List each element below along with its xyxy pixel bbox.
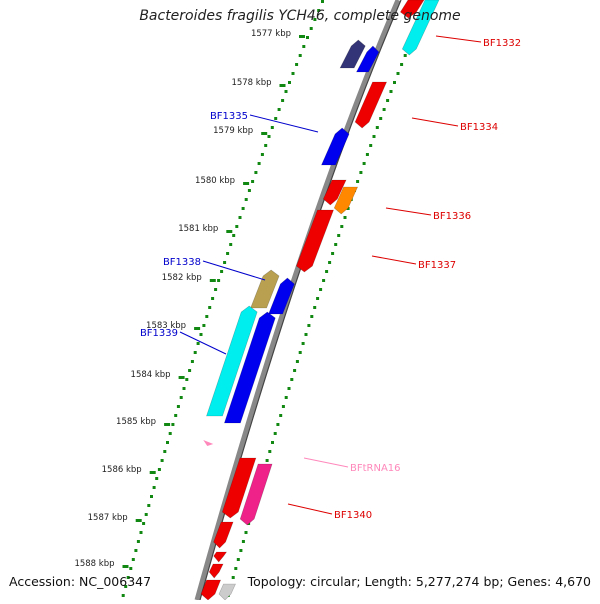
gene-feature-bf1336 — [333, 186, 359, 215]
ruler-tick-mark — [243, 182, 250, 185]
gene-feature-bf1340a — [221, 457, 257, 519]
ruler-tick-mark — [209, 279, 216, 282]
gene-feature-blue-1577 — [356, 45, 380, 73]
ruler-tick-label: 1587 kbp — [88, 513, 128, 523]
ruler-tick-mark — [135, 519, 142, 522]
gene-feature-small-red-3 — [208, 563, 224, 579]
gene-feature-small-red-1 — [213, 521, 234, 549]
ruler-tick-label: 1586 kbp — [102, 465, 142, 475]
gene-feature-purple — [339, 39, 366, 69]
gene-label-leader — [371, 255, 417, 265]
gene-feature-bottom-grey — [218, 583, 236, 601]
gene-label-leader — [179, 331, 227, 355]
gene-feature-bf1332 — [401, 0, 440, 56]
ruler-tick-mark — [299, 35, 305, 38]
ruler-tick-label: 1585 kbp — [116, 417, 156, 427]
gene-label-leader — [385, 207, 432, 216]
gene-labels: BF1332 BF1334 BF1335 BF1336 BF1337 BF1338 BF13… — [140, 35, 521, 521]
ruler-tick-mark — [279, 84, 286, 87]
ruler-tick-label: 1578 kbp — [231, 78, 271, 88]
gene-label-leader — [287, 503, 333, 515]
map-title: Bacteroides fragilis YCH46, complete gen… — [139, 8, 461, 24]
gene-feature-bf1334 — [354, 81, 388, 129]
gene-label-leader — [249, 114, 319, 133]
ruler-tick-mark — [261, 132, 268, 135]
gene-feature-bf1335 — [321, 127, 350, 166]
gene-feature-bf1338 — [268, 277, 295, 315]
ruler-tick-mark — [164, 423, 171, 426]
gene-label-leader — [303, 457, 349, 468]
gene-feature-bf1339-cyan — [206, 305, 258, 417]
genome-summary-text: Topology: circular; Length: 5,277,274 bp… — [247, 574, 591, 589]
ruler-tick-mark — [178, 376, 185, 379]
gene-label[interactable]: BF1339 — [140, 328, 178, 339]
gene-label[interactable]: BF1338 — [163, 257, 201, 268]
ruler-tick-mark — [194, 327, 201, 330]
ruler-tick-label: 1577 kbp — [251, 29, 291, 39]
accession-text: Accession: NC_006347 — [9, 574, 152, 589]
ruler-tick-label: 1580 kbp — [195, 176, 235, 186]
ruler-tick-label: 1581 kbp — [178, 224, 218, 234]
gene-feature-bf1337 — [296, 209, 334, 273]
gene-feature-top-red — [399, 0, 425, 19]
gene-feature-bf1336a — [322, 179, 347, 206]
gene-feature-bf1340 — [239, 463, 273, 526]
ruler-tick-label: 1588 kbp — [74, 559, 114, 569]
gene-label[interactable]: BF1334 — [460, 122, 498, 133]
gene-label[interactable]: BF1336 — [433, 211, 471, 222]
gene-label[interactable]: BF1337 — [418, 260, 456, 271]
gene-label-leader — [435, 35, 482, 43]
outer-dotted-track — [121, 0, 324, 597]
gene-feature-bottom-red — [200, 579, 222, 601]
gene-label[interactable]: BFtRNA16 — [350, 463, 401, 474]
gene-label[interactable]: BF1340 — [334, 510, 372, 521]
gene-features — [200, 0, 440, 601]
gene-feature-bftrna16 — [203, 440, 214, 446]
ruler-tick-label: 1583 kbp — [146, 321, 186, 331]
gene-label-leader — [411, 117, 459, 127]
gene-label-leader — [202, 260, 266, 281]
ruler-tick-label: 1582 kbp — [162, 273, 202, 283]
gene-feature-bf1339 — [223, 311, 276, 424]
gene-label[interactable]: BF1335 — [210, 111, 248, 122]
ruler-tick-mark — [226, 230, 233, 233]
ruler-tick-label: 1579 kbp — [213, 126, 253, 136]
ruler-tick-mark — [149, 471, 156, 474]
ruler-tick-label: 1584 kbp — [131, 370, 171, 380]
gene-feature-small-red-2 — [213, 551, 228, 563]
ruler-tick-mark — [122, 565, 129, 568]
gene-label[interactable]: BF1332 — [483, 38, 521, 49]
ruler-ticks: 1577 kbp 1578 kbp 1579 kbp 1580 kbp 1581 kbp… — [74, 29, 305, 569]
gene-feature-bf1338-olive — [250, 269, 280, 309]
